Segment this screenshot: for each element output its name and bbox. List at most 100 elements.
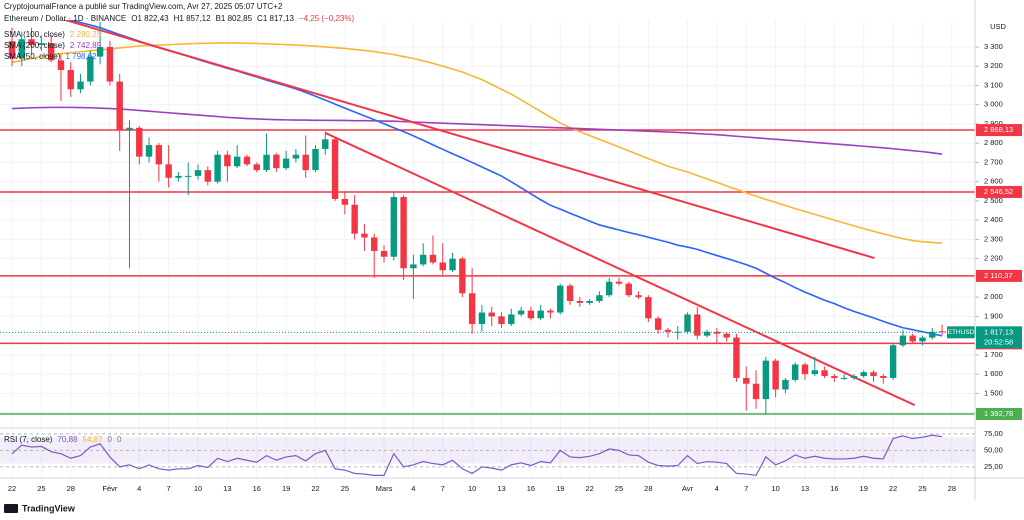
x-tick-label: Févr bbox=[102, 484, 118, 493]
candle-body bbox=[654, 318, 662, 330]
logo-icon bbox=[4, 504, 18, 513]
y-tick-label: 1 500 bbox=[984, 388, 1003, 397]
x-tick-label: 25 bbox=[918, 484, 926, 493]
candle-body bbox=[233, 156, 241, 167]
ohlc-value: −4,25 (−0,23%) bbox=[299, 14, 354, 23]
y-tick-label: 2 900 bbox=[984, 119, 1003, 128]
candle-body bbox=[772, 360, 779, 390]
candle-body bbox=[243, 156, 251, 165]
candle-body bbox=[351, 204, 358, 234]
x-tick-label: 7 bbox=[167, 484, 171, 493]
level-label: 2 110,37 bbox=[984, 271, 1013, 280]
x-tick-label: 28 bbox=[948, 484, 956, 493]
candle-body bbox=[899, 335, 907, 346]
y-tick-label: 3 000 bbox=[984, 100, 1003, 109]
sma-line bbox=[11, 42, 943, 244]
candle-body bbox=[145, 145, 153, 157]
candle-body bbox=[439, 262, 446, 271]
candle-body bbox=[468, 293, 476, 325]
legend-value: 2 280,25 bbox=[70, 30, 102, 39]
y-tick-label: 1 600 bbox=[984, 369, 1003, 378]
price-label: 1 817,13 bbox=[984, 327, 1013, 336]
candle-body bbox=[850, 376, 858, 378]
y-tick-label: 2 000 bbox=[984, 292, 1003, 301]
x-tick-label: 22 bbox=[311, 484, 319, 493]
legend-value: 2 742,89 bbox=[70, 41, 102, 50]
candle-body bbox=[605, 281, 613, 296]
candle-body bbox=[517, 310, 525, 315]
candle-body bbox=[792, 364, 799, 380]
candle-body bbox=[811, 370, 818, 375]
candle-body bbox=[733, 337, 740, 378]
rsi-ma-value: 54,67 bbox=[83, 435, 104, 444]
candle-body bbox=[527, 310, 535, 319]
candle-body bbox=[459, 258, 466, 294]
x-tick-label: 25 bbox=[37, 484, 45, 493]
candle-body bbox=[782, 379, 789, 390]
y-tick-label: 3 300 bbox=[984, 42, 1003, 51]
candle-body bbox=[361, 233, 368, 238]
level-tag bbox=[976, 407, 1022, 420]
candle-body bbox=[752, 383, 760, 400]
candle-body bbox=[400, 197, 407, 269]
candle-body bbox=[498, 316, 505, 325]
candle-body bbox=[870, 372, 877, 377]
candle-body bbox=[664, 329, 672, 332]
symbol-label: ETHUSD bbox=[948, 329, 975, 336]
x-tick-label: Avr bbox=[682, 484, 694, 493]
rsi-tick-label: 50,00 bbox=[984, 445, 1003, 454]
candle-body bbox=[126, 127, 133, 130]
rsi-value: 70,88 bbox=[57, 435, 78, 444]
candle-body bbox=[253, 164, 260, 171]
candle-body bbox=[840, 377, 848, 379]
y-tick-label: 2 400 bbox=[984, 215, 1003, 224]
x-tick-label: 16 bbox=[830, 484, 838, 493]
candle-body bbox=[175, 175, 182, 178]
candle-body bbox=[889, 345, 897, 378]
legend-name: SMA (200, close) bbox=[4, 41, 65, 50]
candle-body bbox=[694, 314, 701, 336]
x-tick-label: 7 bbox=[744, 484, 748, 493]
level-tag bbox=[976, 185, 1022, 198]
x-tick-label: 28 bbox=[67, 484, 75, 493]
candle-body bbox=[449, 258, 456, 271]
rsi-extra: 0 bbox=[117, 435, 122, 444]
level-tag bbox=[976, 124, 1022, 137]
candle-body bbox=[909, 335, 916, 342]
countdown: 20:52:58 bbox=[984, 337, 1013, 346]
ohlc-value: O1 822,43 bbox=[131, 14, 169, 23]
candle-body bbox=[282, 158, 290, 169]
y-tick-label: 3 200 bbox=[984, 61, 1003, 70]
rsi-tick-label: 25,00 bbox=[984, 462, 1003, 471]
legend-name: SMA (100, close) bbox=[4, 30, 65, 39]
candle-body bbox=[38, 43, 45, 46]
y-tick-label: 2 700 bbox=[984, 157, 1003, 166]
candle-body bbox=[263, 154, 270, 171]
y-tick-label: 2 600 bbox=[984, 177, 1003, 186]
legend-value: 1 798,62 bbox=[65, 52, 97, 61]
labels: CryptojournalFrance a publié sur Trading… bbox=[4, 2, 1006, 513]
candle-body bbox=[106, 46, 114, 82]
candle-body bbox=[371, 237, 378, 251]
x-tick-label: 13 bbox=[223, 484, 231, 493]
candle-body bbox=[155, 145, 163, 165]
x-tick-label: 10 bbox=[194, 484, 202, 493]
candle-body bbox=[292, 154, 300, 159]
candle-body bbox=[331, 139, 339, 199]
x-tick-label: 22 bbox=[585, 484, 593, 493]
candle-body bbox=[929, 331, 936, 338]
candle-body bbox=[625, 283, 632, 296]
candle-body bbox=[302, 154, 309, 171]
candle-body bbox=[18, 39, 25, 59]
level-label: 1 392,78 bbox=[984, 409, 1013, 418]
rsi-pane bbox=[0, 433, 975, 477]
x-tick-label: 4 bbox=[411, 484, 415, 493]
legend-name: SMA (50, close) bbox=[4, 52, 61, 61]
candle-body bbox=[322, 139, 329, 149]
candle-body bbox=[478, 312, 486, 325]
candle-body bbox=[938, 331, 946, 333]
candle-body bbox=[684, 314, 691, 332]
